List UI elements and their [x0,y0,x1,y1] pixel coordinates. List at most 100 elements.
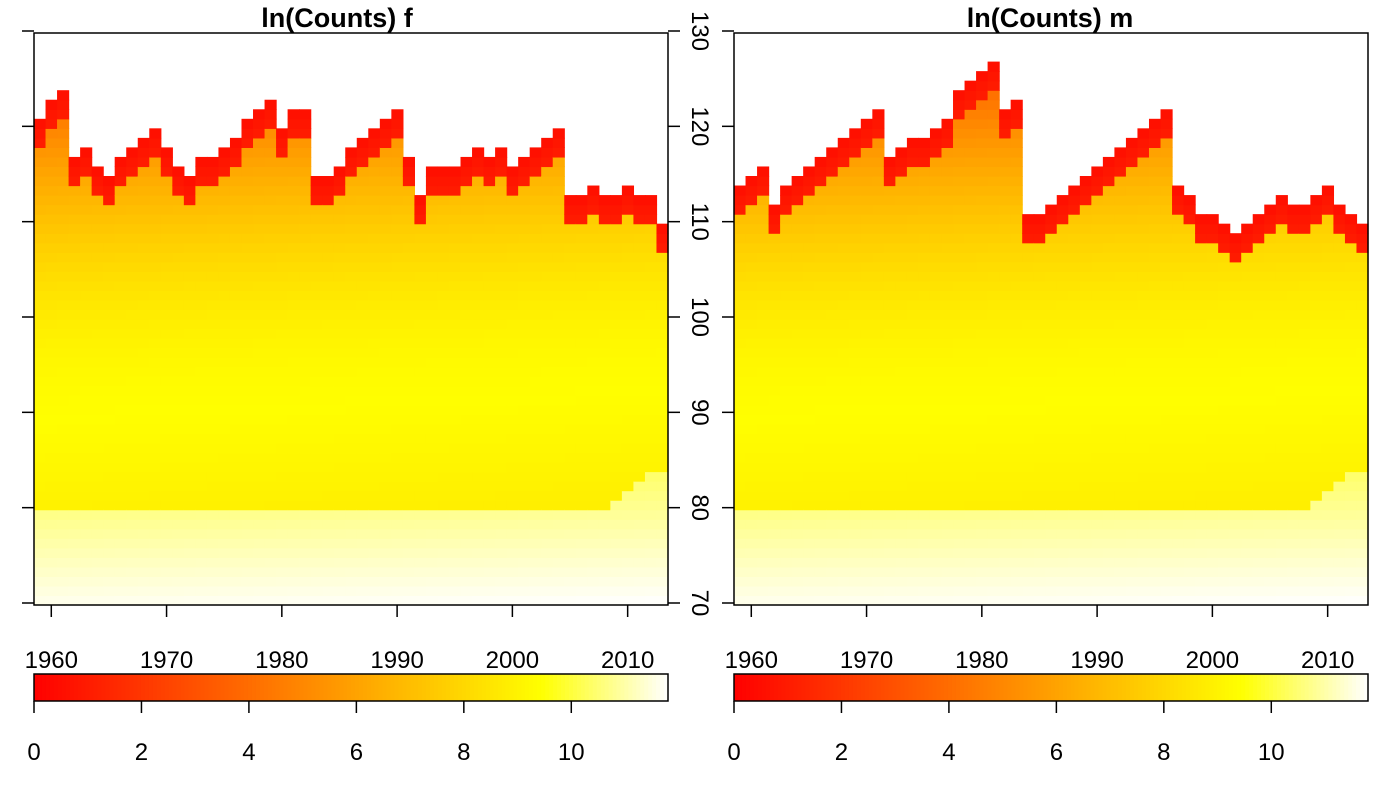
heatmap-cell [745,500,758,511]
heatmap-cell [860,280,873,291]
heatmap-cell [264,204,277,215]
heatmap-cell [34,252,47,263]
heatmap-cell [253,519,266,530]
heatmap-cell [506,204,519,215]
heatmap-cell [103,319,116,330]
heatmap-cell [264,452,277,463]
heatmap-cell [780,214,793,225]
heatmap-cell [768,585,781,597]
heatmap-cell [91,357,104,368]
heatmap-cell [1183,309,1196,320]
heatmap-cell [114,595,127,606]
heatmap-cell [506,357,519,368]
heatmap-cell [1114,204,1127,215]
heatmap-cell [656,595,669,606]
heatmap-cell [472,595,485,606]
heatmap-cell [1160,366,1173,377]
heatmap-cell [633,299,646,311]
heatmap-cell [1252,385,1265,396]
heatmap-cell [987,404,1000,415]
heatmap-cell [518,442,531,454]
heatmap-cell [941,509,954,520]
heatmap-cell [849,299,862,311]
heatmap-cell [472,338,485,349]
heatmap-cell [621,223,635,234]
heatmap-cell [68,490,81,501]
heatmap-cell [906,595,920,606]
heatmap-cell [1183,442,1196,454]
heatmap-cell [953,566,966,577]
heatmap-cell [1241,395,1254,406]
heatmap-cell [1195,242,1208,253]
heatmap-cell [953,109,966,120]
heatmap-cell [172,242,185,253]
heatmap-cell [918,585,931,597]
heatmap-cell [1195,319,1208,330]
heatmap-cell [791,185,804,196]
heatmap-cell [287,204,300,215]
heatmap-cell [45,385,58,396]
heatmap-cell [1172,309,1185,320]
heatmap-cell [837,414,850,425]
heatmap-cell [1056,271,1069,282]
heatmap-cell [402,509,415,520]
heatmap-cell [299,204,312,215]
heatmap-cell [860,328,873,339]
heatmap-cell [368,395,381,406]
heatmap-cell [518,414,531,425]
heatmap-cell [745,566,758,577]
heatmap-cell [656,347,669,358]
heatmap-cell [1148,404,1162,415]
heatmap-cell [1148,128,1162,139]
heatmap-cell [299,500,312,511]
heatmap-cell [1045,233,1058,244]
heatmap-cell [837,147,850,158]
heatmap-cell [745,595,758,606]
heatmap-cell [1252,566,1265,577]
heatmap-cell [768,223,781,234]
heatmap-cell [768,204,781,215]
heatmap-cell [483,576,496,587]
heatmap-cell [999,166,1012,177]
heatmap-cell [1068,519,1081,530]
heatmap-cell [999,366,1012,377]
colorbar-swatch [208,674,213,701]
heatmap-cell [103,385,116,396]
heatmap-cell [1137,385,1150,396]
heatmap-cell [1102,271,1115,282]
heatmap-cell [172,595,185,606]
heatmap-cell [414,252,427,263]
heatmap-cell [276,128,289,139]
heatmap-cell [953,366,966,377]
heatmap-cell [206,223,220,234]
heatmap-cell [379,252,392,263]
heatmap-cell [860,395,873,406]
heatmap-cell [414,376,427,387]
heatmap-cell [757,252,770,263]
heatmap-cell [356,347,369,358]
heatmap-cell [356,528,369,539]
heatmap-cell [780,500,793,511]
heatmap-cell [425,357,439,368]
heatmap-cell [172,547,185,558]
heatmap-cell [587,585,600,597]
heatmap-cell [1241,385,1254,396]
heatmap-cell [1068,538,1081,549]
heatmap-cell [644,481,658,492]
heatmap-cell [45,147,58,158]
heatmap-cell [929,442,943,454]
heatmap-cell [345,404,358,415]
heatmap-cell [999,576,1012,587]
heatmap-cell [941,299,954,311]
heatmap-cell [895,280,908,291]
heatmap-cell [872,338,885,349]
heatmap-cell [391,357,404,368]
heatmap-cell [1195,566,1208,577]
heatmap-cell [1183,528,1196,539]
heatmap-cell [368,452,381,463]
heatmap-cell [757,547,770,558]
heatmap-cell [976,80,989,91]
heatmap-cell [1241,500,1254,511]
heatmap-cell [448,280,462,291]
heatmap-cell [402,566,415,577]
